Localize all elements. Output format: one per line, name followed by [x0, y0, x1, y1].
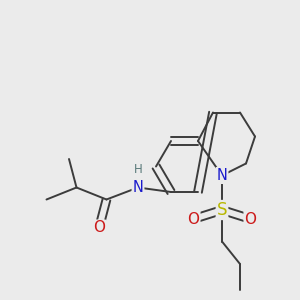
Text: S: S: [217, 201, 227, 219]
Text: O: O: [93, 220, 105, 236]
Text: H: H: [134, 163, 142, 176]
Text: N: N: [133, 180, 143, 195]
Text: O: O: [244, 212, 256, 226]
Text: N: N: [217, 168, 227, 183]
Text: O: O: [188, 212, 200, 226]
